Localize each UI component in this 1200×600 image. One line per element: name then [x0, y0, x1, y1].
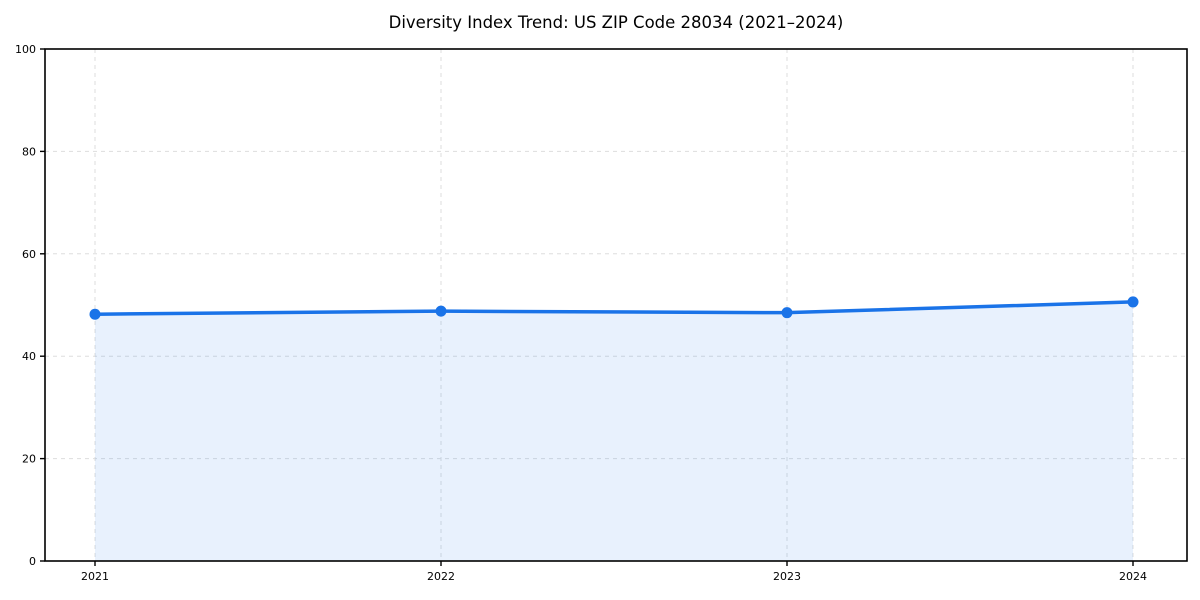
y-axis-tick-label: 20	[22, 453, 36, 466]
y-axis-tick-label: 0	[29, 555, 36, 568]
plot-border	[44, 48, 1188, 562]
data-point-marker-2023	[781, 307, 793, 319]
y-axis-tick-label: 40	[22, 350, 36, 363]
data-point-marker-2022	[435, 305, 447, 317]
data-point-marker-2021	[89, 308, 101, 320]
trend-line	[93, 300, 1135, 316]
x-axis-tick-label: 2023	[773, 570, 801, 583]
data-point-marker-2024	[1127, 296, 1139, 308]
area-fill	[95, 301, 1133, 561]
y-axis-tick-label: 60	[22, 248, 36, 261]
x-axis-tick-label: 2022	[427, 570, 455, 583]
x-axis-tick-label: 2021	[81, 570, 109, 583]
y-axis-tick-label: 100	[15, 43, 36, 56]
y-axis-tick-label: 80	[22, 145, 36, 158]
x-axis-tick-label: 2024	[1119, 570, 1147, 583]
chart-title: Diversity Index Trend: US ZIP Code 28034…	[388, 13, 844, 32]
